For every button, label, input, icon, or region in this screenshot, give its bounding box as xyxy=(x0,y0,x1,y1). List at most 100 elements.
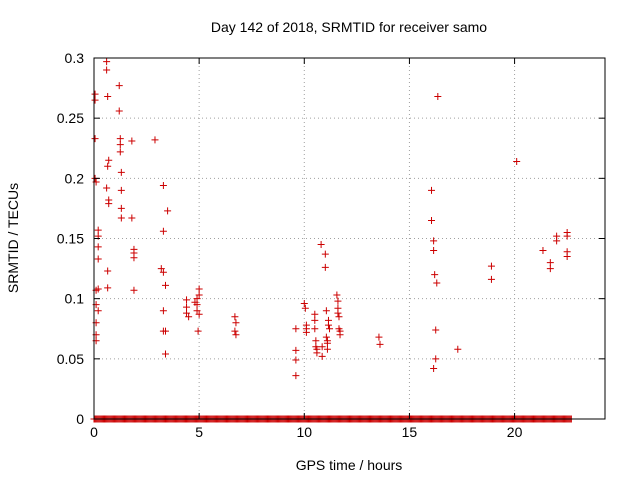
data-point xyxy=(430,364,438,372)
data-point xyxy=(104,284,112,292)
data-point xyxy=(302,328,310,336)
data-point xyxy=(103,58,111,66)
data-point xyxy=(312,337,320,345)
x-axis-label: GPS time / hours xyxy=(296,457,403,473)
data-point xyxy=(115,107,123,115)
data-point xyxy=(454,345,462,353)
data-point xyxy=(104,267,112,275)
data-point xyxy=(185,313,193,321)
data-point xyxy=(553,237,561,245)
data-point xyxy=(128,137,136,145)
y-tick-label: 0.05 xyxy=(57,351,84,367)
data-point xyxy=(428,186,436,194)
chart-title: Day 142 of 2018, SRMTID for receiver sam… xyxy=(211,19,487,35)
data-point xyxy=(334,297,342,305)
data-point xyxy=(183,296,191,304)
data-point xyxy=(432,326,440,334)
x-tick-label: 5 xyxy=(195,424,203,440)
data-point xyxy=(116,135,124,143)
data-point xyxy=(563,232,571,240)
data-point xyxy=(94,226,102,234)
data-point xyxy=(430,247,438,255)
data-point xyxy=(151,136,159,144)
data-point xyxy=(335,313,343,321)
data-point xyxy=(130,254,138,262)
data-point xyxy=(159,268,167,276)
data-point xyxy=(431,271,439,279)
data-point xyxy=(336,331,344,339)
y-axis-ticks: 0 0.05 0.1 0.15 0.2 0.25 0.3 xyxy=(57,50,605,427)
data-point xyxy=(183,309,191,317)
data-point xyxy=(195,285,203,293)
data-point xyxy=(433,279,441,287)
data-point xyxy=(301,304,309,312)
data-point xyxy=(195,310,203,318)
data-points xyxy=(91,58,571,380)
y-tick-label: 0 xyxy=(76,411,84,427)
data-point xyxy=(159,307,167,315)
y-tick-label: 0.15 xyxy=(57,231,84,247)
data-point xyxy=(317,241,325,249)
data-point xyxy=(434,93,442,101)
data-point xyxy=(103,184,111,192)
data-point xyxy=(300,299,308,307)
data-point xyxy=(115,82,123,90)
data-point xyxy=(430,237,438,245)
data-point xyxy=(231,327,239,335)
data-point xyxy=(323,345,331,353)
x-axis-ticks: 0 5 10 15 20 xyxy=(90,58,523,440)
data-point xyxy=(376,340,384,348)
data-point xyxy=(318,343,326,351)
data-point xyxy=(231,313,239,321)
data-point xyxy=(432,355,440,363)
data-point xyxy=(487,275,495,283)
data-point xyxy=(326,325,334,333)
data-point xyxy=(161,327,169,335)
x-tick-label: 0 xyxy=(90,424,98,440)
data-point xyxy=(292,372,300,380)
data-point xyxy=(94,285,102,293)
y-tick-label: 0.1 xyxy=(65,291,85,307)
data-point xyxy=(116,148,124,156)
data-point xyxy=(546,265,554,273)
data-point xyxy=(232,319,240,327)
data-point xyxy=(311,325,319,333)
data-point xyxy=(91,96,99,104)
data-point xyxy=(334,309,342,317)
data-point xyxy=(539,247,547,255)
data-point xyxy=(105,156,113,164)
data-point xyxy=(321,250,329,258)
data-point xyxy=(94,243,102,251)
data-point xyxy=(193,307,201,315)
y-tick-label: 0.2 xyxy=(65,170,85,186)
data-point xyxy=(323,339,331,347)
y-axis-label: SRMTID / TECUs xyxy=(5,183,21,293)
data-point xyxy=(375,333,383,341)
data-point xyxy=(104,93,112,101)
data-point xyxy=(487,262,495,270)
x-tick-label: 20 xyxy=(507,424,523,440)
data-point xyxy=(128,214,136,222)
data-point xyxy=(164,207,172,215)
data-point xyxy=(94,307,102,315)
data-point xyxy=(322,307,330,315)
data-point xyxy=(117,214,125,222)
grid-lines xyxy=(94,58,605,419)
data-point xyxy=(324,321,332,329)
data-point xyxy=(91,135,99,143)
data-point xyxy=(116,141,124,149)
data-point xyxy=(161,281,169,289)
x-tick-label: 10 xyxy=(296,424,312,440)
data-point xyxy=(318,352,326,360)
x-tick-label: 15 xyxy=(402,424,418,440)
data-point xyxy=(321,263,329,271)
data-point xyxy=(311,316,319,324)
data-point xyxy=(105,200,113,208)
data-point xyxy=(195,291,203,299)
data-point xyxy=(292,325,300,333)
data-point xyxy=(333,291,341,299)
data-point xyxy=(313,349,321,357)
data-point xyxy=(91,90,99,98)
